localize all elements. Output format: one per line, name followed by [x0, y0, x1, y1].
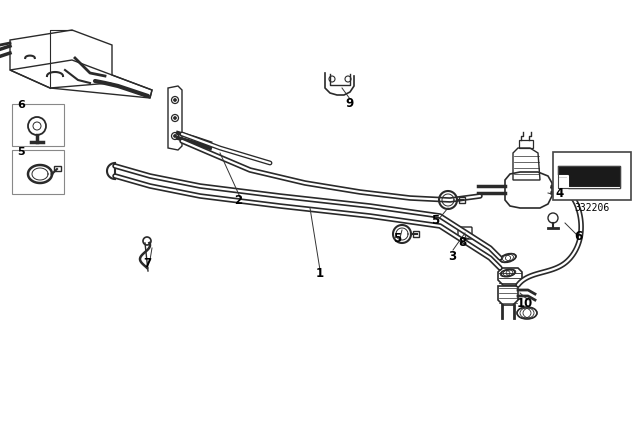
Text: 5: 5	[431, 214, 439, 227]
Text: 5: 5	[17, 147, 24, 157]
Text: 10: 10	[517, 297, 533, 310]
Bar	[12, 104, 64, 146]
Bar	[54, 166, 61, 171]
Text: 332206: 332206	[574, 203, 610, 213]
Bar	[12, 150, 64, 194]
Text: 9: 9	[346, 96, 354, 109]
Circle shape	[173, 134, 177, 138]
Text: 1: 1	[316, 267, 324, 280]
Bar	[553, 152, 631, 200]
Bar	[519, 140, 533, 148]
Circle shape	[173, 116, 177, 120]
Text: 3: 3	[448, 250, 456, 263]
Text: 8: 8	[458, 236, 466, 249]
Bar	[459, 197, 465, 203]
Bar	[413, 231, 419, 237]
Text: 7: 7	[143, 257, 151, 270]
Text: 4: 4	[556, 186, 564, 199]
Text: 6: 6	[574, 229, 582, 242]
Text: 6: 6	[17, 100, 25, 110]
Polygon shape	[558, 166, 620, 188]
Bar	[557, 156, 627, 196]
Text: 5: 5	[393, 232, 401, 245]
Text: 2: 2	[234, 194, 242, 207]
Circle shape	[173, 99, 177, 102]
